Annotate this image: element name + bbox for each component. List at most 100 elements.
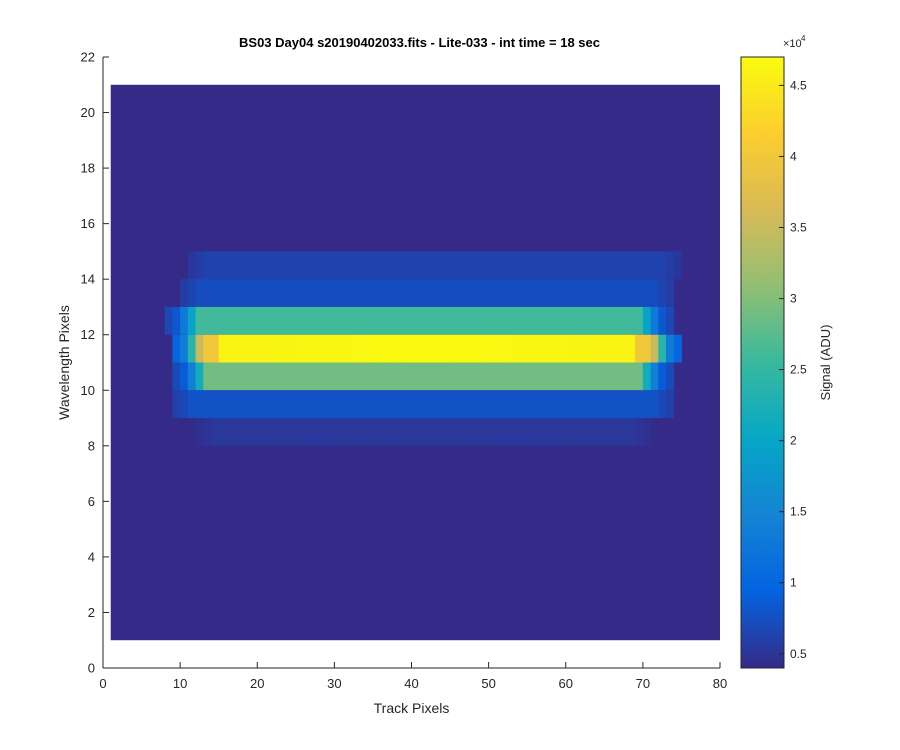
heatmap-cell xyxy=(180,279,189,307)
heatmap-cell xyxy=(388,334,397,363)
heatmap-cell xyxy=(303,334,312,363)
heatmap-cell xyxy=(434,362,443,391)
heatmap-cell xyxy=(264,362,274,391)
heatmap-cell xyxy=(411,306,420,335)
heatmap-cell xyxy=(558,334,567,363)
heatmap-cell xyxy=(342,390,351,419)
heatmap-cell xyxy=(426,306,436,335)
colorbar-multiplier-exponent: 4 xyxy=(801,34,806,43)
y-tick-label: 10 xyxy=(81,383,95,398)
y-tick-label: 16 xyxy=(81,216,95,231)
heatmap-cell xyxy=(372,390,382,419)
heatmap-cell xyxy=(480,334,490,363)
heatmap-cell xyxy=(411,390,420,419)
heatmap-cell xyxy=(519,306,528,335)
heatmap-cell xyxy=(480,251,490,280)
heatmap-cell xyxy=(272,334,281,363)
heatmap-cell xyxy=(573,251,582,280)
heatmap-cell xyxy=(280,390,289,419)
heatmap-cell xyxy=(565,362,574,391)
heatmap-cell xyxy=(658,279,667,307)
heatmap-cell xyxy=(372,362,382,391)
x-axis: 0 10 20 30 40 50 60 70 80 xyxy=(99,662,727,691)
heatmap-cell xyxy=(187,390,196,419)
heatmap-cell xyxy=(473,390,482,419)
heatmap-cell xyxy=(650,334,659,363)
heatmap-cell xyxy=(519,362,528,391)
heatmap-cell xyxy=(234,362,243,391)
heatmap-cell xyxy=(326,251,335,280)
y-axis: 0 2 4 6 8 10 12 14 16 18 20 22 xyxy=(81,50,109,676)
heatmap-cell xyxy=(627,390,636,419)
heatmap-row xyxy=(172,362,675,391)
heatmap-cell xyxy=(203,390,212,419)
heatmap-cell xyxy=(257,251,266,280)
heatmap-cell xyxy=(457,251,466,280)
heatmap-cell xyxy=(534,418,544,446)
heatmap-cell xyxy=(326,306,335,335)
heatmap-cell xyxy=(642,418,651,446)
heatmap-cell xyxy=(234,334,243,363)
heatmap-cell xyxy=(403,279,412,307)
heatmap-cell xyxy=(218,418,227,446)
colorbar-tick-label: 3 xyxy=(790,292,797,306)
heatmap-cell xyxy=(473,362,482,391)
heatmap-cell xyxy=(511,418,520,446)
colorbar-tick-label: 3.5 xyxy=(790,221,807,235)
heatmap-cell xyxy=(480,362,490,391)
heatmap-cell xyxy=(380,390,389,419)
heatmap-cell xyxy=(326,418,335,446)
heatmap-cell xyxy=(527,251,536,280)
y-tick-label: 12 xyxy=(81,327,95,342)
heatmap-cell xyxy=(488,390,497,419)
heatmap-cell xyxy=(280,306,289,335)
heatmap-cell xyxy=(264,279,274,307)
heatmap-cell xyxy=(558,418,567,446)
heatmap-cell xyxy=(234,279,243,307)
heatmap-cell xyxy=(596,306,605,335)
heatmap-cell xyxy=(249,306,258,335)
heatmap-cell xyxy=(565,306,574,335)
heatmap-cell xyxy=(558,251,567,280)
heatmap-cell xyxy=(288,390,297,419)
heatmap-cell xyxy=(210,418,220,446)
heatmap-cell xyxy=(334,279,343,307)
heatmap-cell xyxy=(666,306,675,335)
heatmap-cell xyxy=(465,279,474,307)
heatmap-cell xyxy=(288,418,297,446)
heatmap-cell xyxy=(450,362,459,391)
heatmap-cell xyxy=(264,418,274,446)
heatmap-cell xyxy=(488,418,497,446)
heatmap-cell xyxy=(403,306,412,335)
heatmap-cell xyxy=(295,334,304,363)
heatmap-cell xyxy=(303,251,312,280)
heatmap-cell xyxy=(658,251,667,280)
x-tick-label: 40 xyxy=(404,676,418,691)
heatmap-cell xyxy=(311,279,320,307)
heatmap-cell xyxy=(311,418,320,446)
heatmap-cell xyxy=(642,334,651,363)
heatmap-cell xyxy=(504,306,513,335)
heatmap-cell xyxy=(488,334,497,363)
heatmap-cell xyxy=(550,362,559,391)
y-tick-label: 14 xyxy=(81,272,95,287)
heatmap-cell xyxy=(534,334,544,363)
heatmap-cell xyxy=(210,334,220,363)
heatmap-cell xyxy=(527,279,536,307)
heatmap-cell xyxy=(596,279,605,307)
heatmap-cell xyxy=(226,390,235,419)
heatmap-cell xyxy=(349,251,358,280)
heatmap-cell xyxy=(357,418,366,446)
heatmap-cell xyxy=(396,279,405,307)
heatmap-cell xyxy=(511,334,520,363)
heatmap-cell xyxy=(588,279,597,307)
heatmap-cell xyxy=(450,390,459,419)
heatmap-cell xyxy=(627,306,636,335)
heatmap-cell xyxy=(180,390,189,419)
heatmap-cell xyxy=(187,362,196,391)
heatmap-cell xyxy=(280,251,289,280)
heatmap-cell xyxy=(635,251,644,280)
heatmap-cell xyxy=(442,362,451,391)
x-tick-label: 10 xyxy=(173,676,187,691)
heatmap-cell xyxy=(450,418,459,446)
